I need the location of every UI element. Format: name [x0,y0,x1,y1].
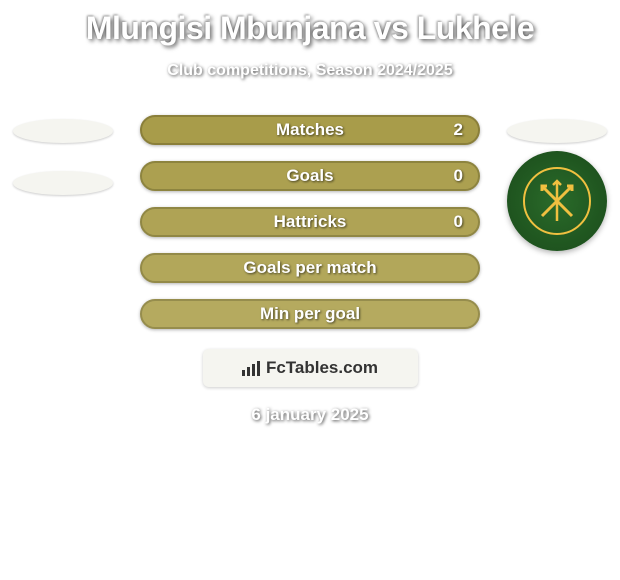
right-player-column [502,115,612,251]
left-player-column [8,115,118,195]
arrows-icon [522,166,592,236]
stat-bar-matches: Matches 2 [140,115,480,145]
stat-bars: Matches 2 Goals 0 Hattricks 0 Goals per … [140,115,480,329]
stat-label: Goals [142,166,478,186]
stat-bar-min-per-goal: Min per goal [140,299,480,329]
chart-icon [242,360,262,376]
stat-bar-goals-per-match: Goals per match [140,253,480,283]
watermark-text: FcTables.com [242,358,378,378]
stat-label: Goals per match [142,258,478,278]
stat-value: 2 [454,120,463,140]
right-oval-placeholder [507,119,607,143]
watermark-box: FcTables.com [203,349,418,387]
date-label: 6 january 2025 [0,405,620,425]
left-oval-placeholder [13,119,113,143]
subtitle: Club competitions, Season 2024/2025 [0,62,620,80]
club-badge-golden-arrows [507,151,607,251]
watermark-label: FcTables.com [266,358,378,378]
stat-value: 0 [454,166,463,186]
stat-label: Hattricks [142,212,478,232]
comparison-infographic: Mlungisi Mbunjana vs Lukhele Club compet… [0,0,620,425]
stat-label: Min per goal [142,304,478,324]
stat-bar-hattricks: Hattricks 0 [140,207,480,237]
left-oval-placeholder [13,171,113,195]
page-title: Mlungisi Mbunjana vs Lukhele [0,0,620,47]
stat-value: 0 [454,212,463,232]
stats-area: Matches 2 Goals 0 Hattricks 0 Goals per … [0,115,620,425]
stat-label: Matches [142,120,478,140]
stat-bar-goals: Goals 0 [140,161,480,191]
